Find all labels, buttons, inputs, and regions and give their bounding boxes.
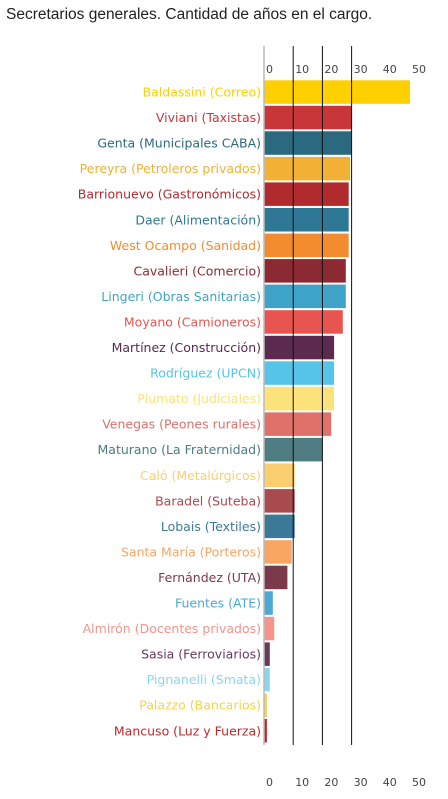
bar: [264, 131, 352, 155]
bar: [264, 208, 349, 232]
bottom-tick-label: 30: [354, 776, 368, 789]
bar: [264, 565, 288, 590]
bar-label: Genta (Municipales CABA): [97, 136, 261, 151]
bar: [264, 616, 275, 641]
bar: [264, 156, 351, 181]
bar-label: Baldassini (Correo): [143, 85, 261, 100]
top-tick-label: 0: [266, 63, 273, 76]
bar: [264, 591, 273, 615]
bar-label: Fuentes (ATE): [175, 596, 261, 611]
bar-label: Venegas (Peones rurales): [102, 417, 261, 432]
chart-title: Secretarios generales. Cantidad de años …: [6, 6, 373, 23]
bar: [264, 335, 335, 360]
bottom-tick-label: 0: [266, 776, 273, 789]
bar-label: Plumato (Judiciales): [137, 391, 261, 406]
bar-label: Pignanelli (Smata): [147, 672, 261, 687]
bar-label: Fernández (UTA): [158, 570, 261, 585]
bar: [264, 540, 292, 564]
bottom-tick-label: 50: [412, 776, 426, 789]
bottom-tick-label: 40: [383, 776, 397, 789]
bar-label: Sasia (Ferroviarios): [141, 647, 261, 662]
bar: [264, 361, 335, 385]
bar: [264, 182, 349, 206]
bar: [264, 80, 410, 104]
bar-label: West Ocampo (Sanidad): [110, 238, 261, 253]
bar: [264, 642, 270, 666]
bar-label: Viviani (Taxistas): [156, 110, 261, 125]
bar-label: Caló (Metalúrgicos): [140, 468, 261, 483]
bar-label: Barrionuevo (Gastronómicos): [78, 187, 261, 202]
top-tick-label: 30: [354, 63, 368, 76]
bar: [264, 233, 349, 258]
bar: [264, 719, 267, 743]
bar: [264, 412, 332, 436]
bar: [264, 489, 295, 513]
bar-label: Lobais (Textiles): [161, 519, 261, 534]
bar-label: Maturano (La Fraternidad): [98, 442, 261, 457]
bar-label: Pereyra (Petroleros privados): [80, 161, 261, 176]
bar-label: Almirón (Docentes privados): [83, 621, 261, 636]
bar: [264, 310, 343, 334]
top-tick-label: 10: [295, 63, 309, 76]
bar-label: Palazzo (Bancarios): [139, 698, 261, 713]
bar: [264, 693, 267, 717]
bar-label: Cavalieri (Comercio): [133, 263, 261, 278]
bar: [264, 386, 335, 411]
bar-label: Daer (Alimentación): [135, 212, 261, 227]
bar: [264, 667, 270, 692]
bottom-tick-label: 10: [295, 776, 309, 789]
top-tick-label: 40: [383, 63, 397, 76]
bar: [264, 463, 295, 487]
top-tick-label: 50: [412, 63, 426, 76]
bar-label: Moyano (Camioneros): [124, 315, 261, 330]
bar: [264, 514, 295, 539]
bar-label: Lingeri (Obras Sanitarias): [101, 289, 261, 304]
bar-label: Santa María (Porteros): [121, 544, 261, 559]
bottom-tick-label: 20: [324, 776, 338, 789]
bar-label: Martínez (Construcción): [112, 340, 261, 355]
bar: [264, 284, 346, 309]
bar: [264, 259, 346, 283]
bar: [264, 105, 352, 130]
top-tick-label: 20: [324, 63, 338, 76]
bar-label: Baradel (Suteba): [155, 493, 261, 508]
bar-label: Mancuso (Luz y Fuerza): [114, 723, 261, 738]
bar-label: Rodríguez (UPCN): [150, 366, 261, 381]
